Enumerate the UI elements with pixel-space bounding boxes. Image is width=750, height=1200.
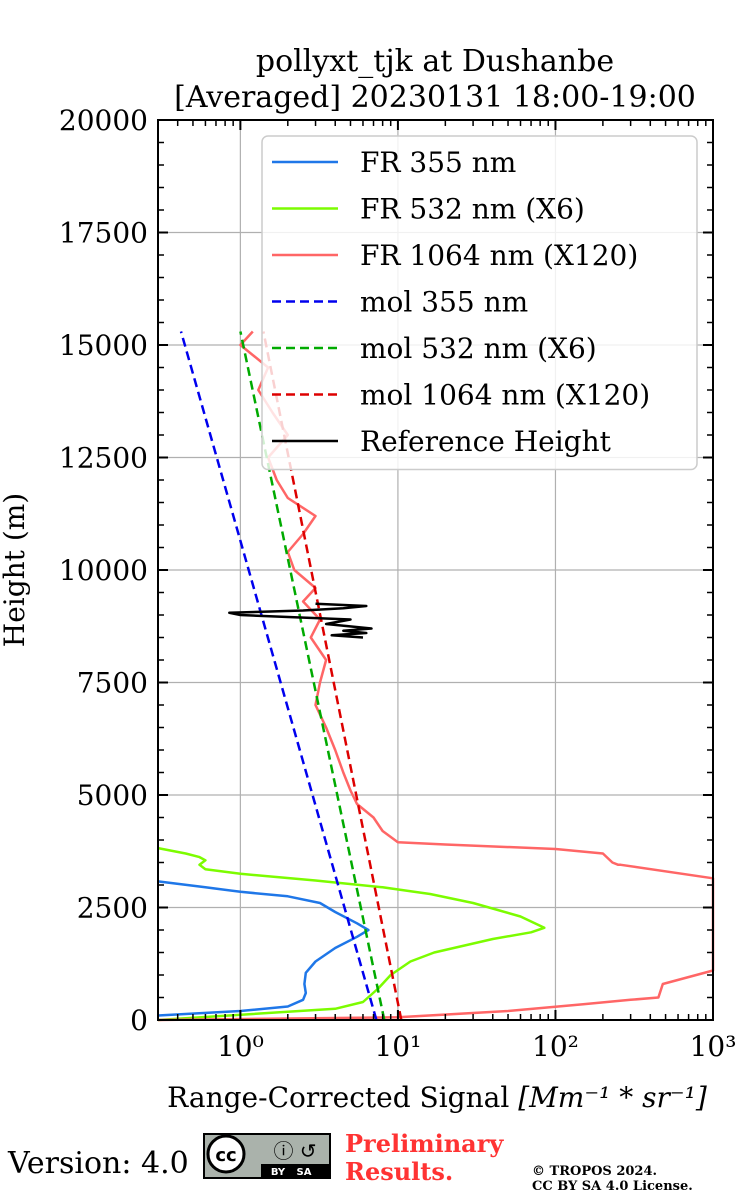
x-axis-label: Range-Corrected Signal [Mm⁻¹ * sr⁻¹]: [167, 1081, 707, 1114]
y-tick-label: 15000: [59, 329, 148, 362]
series-line-0: [157, 880, 370, 1017]
lidar-profile-chart: pollyxt_tjk at Dushanbe [Averaged] 20230…: [0, 44, 737, 1114]
y-tick-label: 17500: [59, 217, 148, 250]
copyright-line2: CC BY SA 4.0 License.: [532, 1179, 693, 1194]
y-tick-label: 7500: [77, 667, 148, 700]
y-tick-label: 5000: [77, 779, 148, 812]
legend-label: mol 532 nm (X6): [360, 332, 597, 365]
legend-label: FR 1064 nm (X120): [360, 239, 638, 272]
legend-label: FR 355 nm: [360, 146, 516, 179]
svg-text:ⓘ ↺: ⓘ ↺: [273, 1139, 316, 1163]
preliminary-results-note: Preliminary Results.: [345, 1130, 503, 1186]
legend-label: mol 355 nm: [360, 286, 528, 319]
x-tick-label: 10⁰: [217, 1030, 264, 1063]
svg-text:SA: SA: [297, 1167, 312, 1178]
x-tick-label: 10³: [690, 1030, 737, 1063]
chart-title-line1: pollyxt_tjk at Dushanbe: [256, 44, 614, 79]
x-tick-label: 10¹: [374, 1030, 421, 1063]
x-tick-label: 10²: [532, 1030, 579, 1063]
series-line-1: [157, 846, 546, 1022]
series-line-5: [262, 331, 403, 1021]
preliminary-line1: Preliminary: [345, 1129, 504, 1158]
legend-box: [261, 135, 698, 471]
copyright-note: © TROPOS 2024. CC BY SA 4.0 License.: [532, 1164, 693, 1194]
plot-area: [157, 330, 715, 1022]
svg-text:cc: cc: [215, 1145, 236, 1166]
y-axis-label: Height (m): [0, 493, 31, 647]
y-tick-label: 2500: [77, 892, 148, 925]
axis-ticks: 10⁰ 10¹ 10² 10³ 0 2500 5000 7500 10000 12500 15000…: [59, 104, 737, 1063]
series-line-3: [179, 331, 378, 1021]
legend: FR 355 nm FR 532 nm (X6) FR 1064 nm (X120)…: [261, 135, 698, 471]
preliminary-line2: Results.: [345, 1157, 454, 1186]
legend-label: FR 532 nm (X6): [360, 193, 585, 226]
y-tick-label: 12500: [59, 442, 148, 475]
x-axis-label-text: Range-Corrected Signal: [167, 1081, 509, 1114]
y-tick-label: 0: [130, 1004, 148, 1037]
series-line-6: [228, 602, 373, 639]
y-tick-label: 10000: [59, 554, 148, 587]
legend-label: Reference Height: [360, 425, 612, 458]
version-text: Version: 4.0: [8, 1146, 189, 1181]
chart-title-line2: [Averaged] 20230131 18:00-19:00: [174, 80, 696, 115]
x-axis-label-units: [Mm⁻¹ * sr⁻¹]: [518, 1081, 707, 1114]
cc-license-icon: cc ⓘ ↺ BY SA: [203, 1133, 331, 1179]
series-line-4: [239, 331, 386, 1021]
svg-text:BY: BY: [271, 1167, 286, 1178]
copyright-line1: © TROPOS 2024.: [532, 1164, 658, 1179]
legend-label: mol 1064 nm (X120): [360, 379, 650, 412]
y-tick-label: 20000: [59, 104, 148, 137]
